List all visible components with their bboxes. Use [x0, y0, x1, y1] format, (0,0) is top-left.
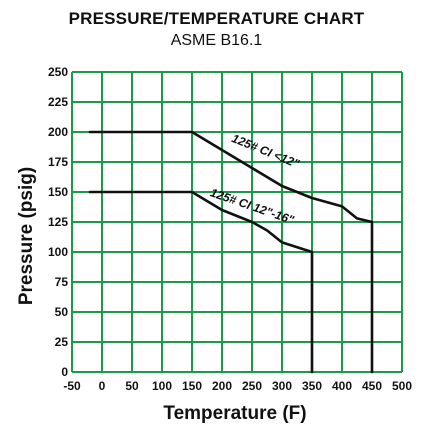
x-axis-label: Temperature (F): [163, 403, 306, 424]
x-tick-label: 0: [99, 379, 106, 393]
x-tick-label: 350: [302, 379, 322, 393]
x-tick-label: 150: [182, 379, 202, 393]
x-tick-label: 400: [332, 379, 352, 393]
y-tick-label: 75: [55, 275, 69, 289]
x-tick-label: 300: [272, 379, 292, 393]
series-line-1: [88, 130, 374, 374]
x-axis-ticks: -50 0 50 100 150 200 250 300 350 400 450 500: [63, 379, 412, 393]
y-tick-label: 100: [48, 245, 68, 259]
y-tick-label: 200: [48, 125, 68, 139]
x-tick-label: 250: [242, 379, 262, 393]
y-tick-label: 0: [61, 365, 68, 379]
series-line-2: [88, 190, 314, 374]
y-tick-label: 250: [48, 65, 68, 79]
chart-subtitle: ASME B16.1: [170, 32, 263, 49]
x-tick-label: 450: [362, 379, 382, 393]
grid: [71, 71, 403, 373]
x-tick-label: -50: [63, 379, 81, 393]
x-tick-label: 200: [212, 379, 232, 393]
chart-title: PRESSURE/TEMPERATURE CHART: [68, 9, 365, 28]
y-tick-label: 225: [48, 95, 68, 109]
series-label-1: 125# CI <12": [230, 131, 302, 171]
x-tick-label: 500: [392, 379, 412, 393]
series-lines: [88, 130, 374, 374]
x-tick-label: 100: [152, 379, 172, 393]
y-tick-label: 125: [48, 215, 68, 229]
y-tick-label: 25: [55, 335, 69, 349]
y-axis-label: Pressure (psig): [16, 167, 37, 305]
y-tick-label: 50: [55, 305, 69, 319]
y-tick-label: 150: [48, 185, 68, 199]
y-axis-ticks: 0 25 50 75 100 125 150 175 200 225 250: [48, 65, 68, 379]
y-tick-label: 175: [48, 155, 68, 169]
x-tick-label: 50: [125, 379, 139, 393]
